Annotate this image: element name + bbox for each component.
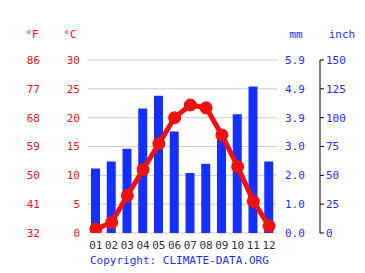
svg-text:50: 50	[27, 169, 40, 182]
svg-text:25: 25	[67, 83, 80, 96]
svg-text:02: 02	[105, 239, 118, 252]
svg-text:59: 59	[27, 140, 40, 153]
svg-text:2.0: 2.0	[285, 169, 305, 182]
svg-text:3.9: 3.9	[285, 112, 305, 125]
svg-text:125: 125	[326, 83, 346, 96]
html-text:Copyright: CLIMATE-DATA.ORG: Copyright: CLIMATE-DATA.ORG	[90, 254, 269, 267]
svg-text:03: 03	[121, 239, 134, 252]
svg-text:5: 5	[73, 198, 80, 211]
html-text:inch: inch	[328, 28, 356, 41]
svg-text:0: 0	[73, 227, 80, 240]
svg-text:50: 50	[326, 169, 339, 182]
svg-text:4.9: 4.9	[285, 83, 305, 96]
svg-text:10: 10	[67, 169, 80, 182]
svg-text:1.0: 1.0	[285, 198, 305, 211]
svg-text:3.0: 3.0	[285, 140, 305, 153]
svg-text:12: 12	[263, 239, 276, 252]
svg-text:86: 86	[27, 54, 40, 67]
svg-text:04: 04	[137, 239, 151, 252]
svg-text:30: 30	[67, 54, 80, 67]
svg-text:07: 07	[184, 239, 197, 252]
svg-text:15: 15	[67, 140, 80, 153]
svg-text:20: 20	[67, 112, 80, 125]
svg-text:41: 41	[27, 198, 40, 211]
svg-text:32: 32	[27, 227, 40, 240]
svg-text:01: 01	[89, 239, 102, 252]
svg-text:68: 68	[27, 112, 40, 125]
svg-text:25: 25	[326, 198, 339, 211]
svg-text:09: 09	[215, 239, 228, 252]
svg-text:05: 05	[152, 239, 165, 252]
svg-text:150: 150	[326, 54, 346, 67]
svg-text:0: 0	[326, 227, 333, 240]
html-text:°C: °C	[63, 28, 77, 41]
svg-text:75: 75	[326, 140, 339, 153]
svg-text:11: 11	[247, 239, 260, 252]
html-text:mm: mm	[289, 28, 303, 41]
svg-text:100: 100	[326, 112, 346, 125]
svg-text:5.9: 5.9	[285, 54, 305, 67]
svg-text:06: 06	[168, 239, 181, 252]
svg-text:0.0: 0.0	[285, 227, 305, 240]
html-text:°F: °F	[25, 28, 39, 41]
svg-text:77: 77	[27, 83, 40, 96]
svg-text:10: 10	[231, 239, 244, 252]
svg-text:08: 08	[200, 239, 213, 252]
